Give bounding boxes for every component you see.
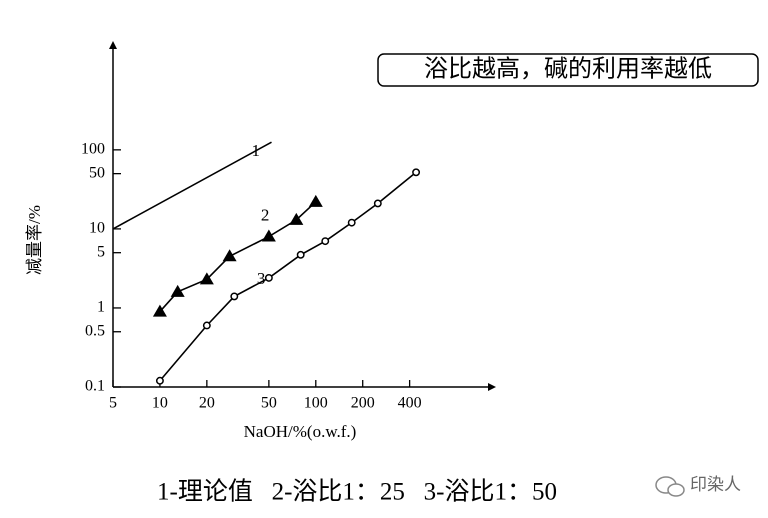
y-tick-label: 10: [89, 220, 105, 237]
y-tick-label: 5: [97, 243, 105, 260]
y-tick-label: 1: [97, 299, 105, 316]
watermark: 印染人: [690, 475, 741, 494]
circle-marker: [230, 292, 239, 301]
triangle-marker: [222, 249, 237, 262]
circle-marker: [202, 321, 211, 330]
y-tick-label: 100: [81, 141, 105, 158]
y-tick-label: 50: [89, 164, 105, 181]
x-tick-label: 20: [199, 395, 215, 412]
circle-marker: [412, 168, 421, 177]
title-box: [377, 53, 759, 87]
circle-marker: [155, 376, 164, 385]
triangle-marker: [170, 284, 185, 297]
x-tick-label: 200: [351, 395, 375, 412]
circle-marker: [347, 218, 356, 227]
triangle-marker: [308, 194, 323, 207]
y-axis-arrow: [109, 41, 117, 49]
watermark-icon: [655, 476, 685, 497]
x-axis-label: NaOH/%(o.w.f.): [244, 422, 357, 441]
y-tick-label: 0.5: [85, 322, 105, 339]
y-tick-label: 0.1: [85, 378, 105, 395]
caption: 1-理论值 2-浴比1：25 3-浴比1：50: [157, 478, 557, 506]
triangle-marker: [289, 212, 304, 225]
series-label: 1: [252, 141, 261, 160]
chart-title: 浴比越高，碱的利用率越低: [424, 56, 712, 83]
series-line: [112, 141, 272, 230]
x-tick-label: 5: [109, 395, 117, 412]
series-label: 2: [261, 205, 270, 224]
x-axis-arrow: [488, 383, 496, 391]
triangle-marker: [261, 229, 276, 242]
x-tick-label: 100: [304, 395, 328, 412]
circle-marker: [264, 273, 273, 282]
circle-marker: [296, 250, 305, 259]
x-tick-label: 400: [398, 395, 422, 412]
x-tick-label: 50: [261, 395, 277, 412]
triangle-marker: [152, 304, 167, 317]
circle-marker: [321, 237, 330, 246]
series-label: 3: [257, 269, 266, 288]
y-axis-label: 减量率/%: [25, 205, 44, 275]
triangle-marker: [199, 272, 214, 285]
circle-marker: [373, 199, 382, 208]
x-tick-label: 10: [152, 395, 168, 412]
